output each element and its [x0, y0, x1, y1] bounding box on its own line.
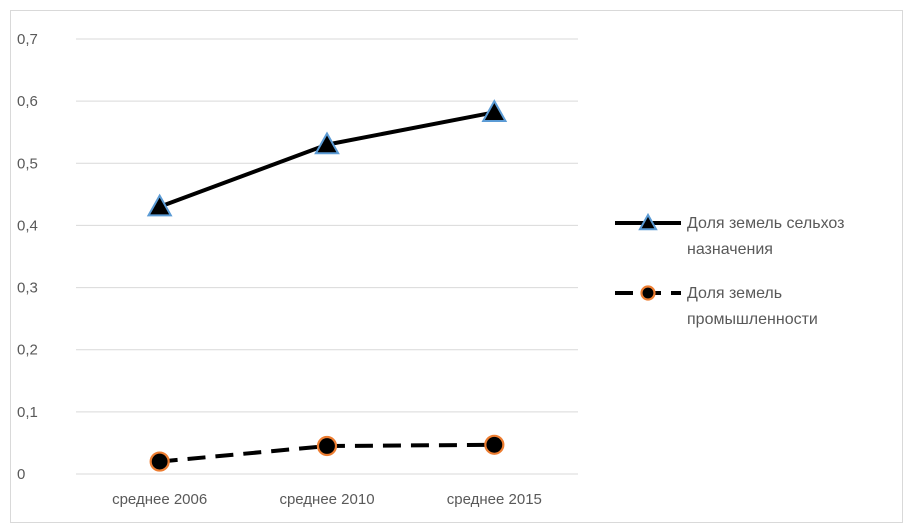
y-tick-label: 0,6 [17, 93, 38, 110]
data-point [484, 434, 505, 455]
y-tick-label: 0,1 [17, 404, 38, 421]
x-tick-label: среднее 2015 [447, 491, 542, 508]
data-point [146, 193, 173, 217]
legend-label: Доля земель сельхоз [687, 215, 844, 232]
x-tick-label: среднее 2010 [279, 491, 374, 508]
x-tick-label: среднее 2006 [112, 491, 207, 508]
y-axis-tick-labels: 0 0,1 0,2 0,3 0,4 0,5 0,6 0,7 [17, 31, 38, 483]
chart-frame: 0 0,1 0,2 0,3 0,4 0,5 0,6 0,7 среднее 2006 средн… [10, 10, 903, 523]
data-point [314, 131, 340, 155]
y-tick-label: 0,7 [17, 31, 38, 48]
y-tick-label: 0,5 [17, 155, 38, 172]
legend-swatch-marker [638, 212, 658, 231]
line-chart: 00,10,20,30,40,50,60,7 среднее 2006 средн… [17, 31, 844, 508]
series-1 [146, 99, 508, 217]
series-2 [149, 434, 505, 472]
legend-label: назначения [687, 241, 773, 258]
x-axis-tick-labels: среднее 2006 среднее 2010 среднее 2015 [112, 491, 542, 508]
data-point [481, 99, 508, 122]
grid-layer [76, 38, 578, 475]
legend-entry: Доля земель сельхоз назначения [615, 212, 844, 258]
legend-swatch-marker [640, 285, 656, 301]
legend-label: промышленности [687, 311, 818, 328]
data-point [316, 435, 338, 457]
series-layer [146, 99, 508, 472]
series-line [158, 110, 495, 209]
y-tick-label: 0,4 [17, 217, 38, 234]
y-tick-label: 0 [17, 466, 25, 483]
legend-label: Доля земель [687, 285, 782, 302]
y-tick-label: 0,2 [17, 342, 38, 359]
data-point [149, 451, 170, 472]
legend-entry: Доля земель промышленности [615, 285, 818, 328]
y-tick-label: 0,3 [17, 280, 38, 297]
